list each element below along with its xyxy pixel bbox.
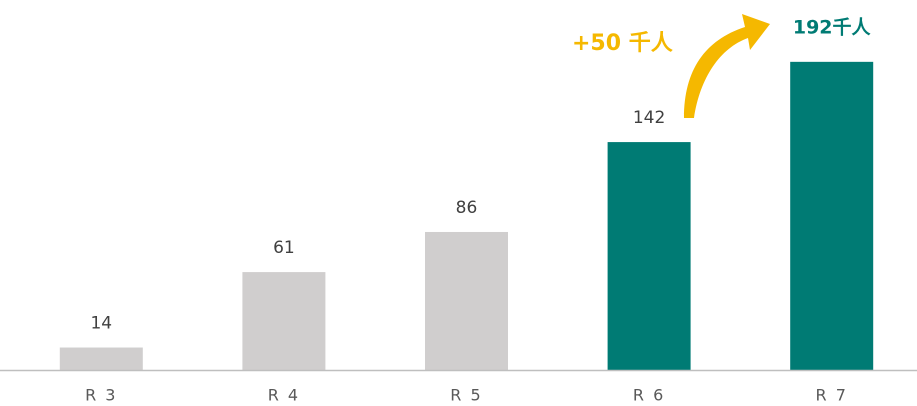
data-label: 14 bbox=[90, 314, 112, 334]
x-tick-label: R 6 bbox=[633, 386, 665, 405]
x-tick-label: R 7 bbox=[816, 386, 848, 405]
bar bbox=[790, 61, 874, 371]
annotation: +50 千人 bbox=[572, 31, 673, 56]
x-tick-label: R 3 bbox=[85, 386, 117, 405]
bar bbox=[59, 347, 143, 370]
increase-arrow bbox=[684, 14, 770, 118]
x-tick-label: R 4 bbox=[268, 386, 300, 405]
bar bbox=[607, 142, 691, 370]
data-label: 192千人 bbox=[793, 16, 872, 38]
data-label: 61 bbox=[273, 238, 295, 258]
x-tick-label: R 5 bbox=[450, 386, 482, 405]
data-label: 86 bbox=[456, 198, 478, 218]
bar bbox=[425, 231, 508, 370]
bar bbox=[242, 272, 326, 370]
data-label: 142 bbox=[633, 108, 665, 128]
